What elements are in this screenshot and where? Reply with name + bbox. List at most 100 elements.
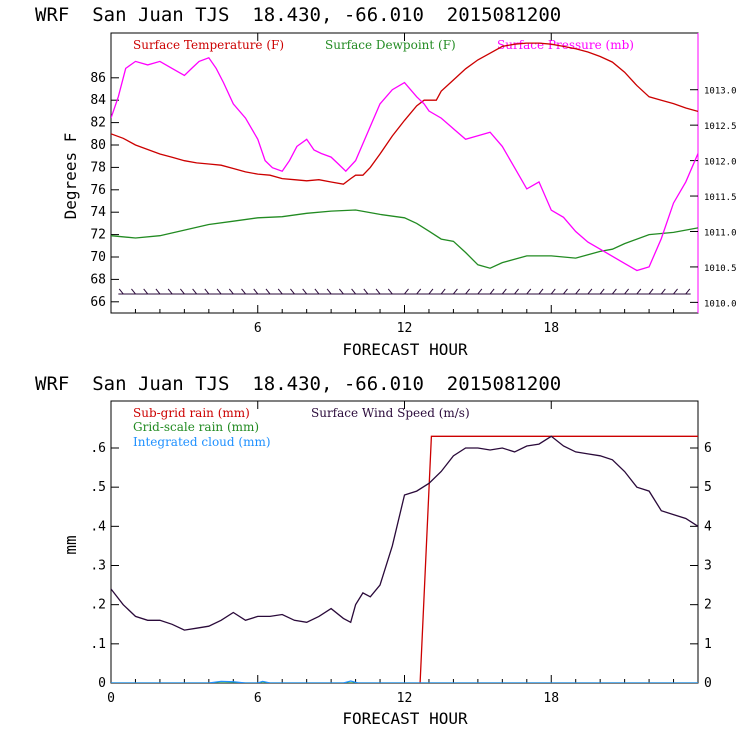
wind-barb	[636, 288, 642, 295]
x-tick-label: 12	[397, 321, 413, 336]
y2-tick-label: 4	[704, 519, 712, 534]
wind-barb	[118, 288, 124, 295]
y2-tick-label: 1013.0	[704, 87, 737, 97]
y2-tick-label: 1010.5	[704, 264, 737, 274]
wind-barb	[550, 288, 556, 295]
wind-barb	[575, 288, 581, 295]
legend-surface-temperature: Surface Temperature (F)	[133, 38, 284, 52]
y-tick-label: .1	[90, 637, 106, 652]
y2-tick-label: 3	[704, 559, 712, 574]
bottom-chart-title: WRF San Juan TJS 18.430, -66.010 2015081…	[35, 373, 561, 395]
wind-barb	[660, 288, 666, 295]
bottom-series-group	[111, 435, 698, 683]
wind-barb	[612, 288, 617, 295]
wind-barb	[465, 288, 471, 295]
wind-barb	[538, 288, 544, 295]
wind-barb	[514, 288, 519, 295]
wind-barb	[179, 288, 185, 295]
y-tick-label: 76	[90, 183, 106, 198]
legend-subgrid-rain: Sub-grid rain (mm)	[133, 406, 250, 420]
wind-barb	[363, 288, 369, 295]
bottom-left-axis-ticks: 0 .1 .2 .3 .4 .5 .6	[90, 441, 119, 691]
top-series-group	[111, 42, 698, 272]
y2-tick-label: 2	[704, 598, 712, 613]
wind-barb	[253, 288, 259, 295]
wind-barb	[387, 288, 393, 295]
wind-barb	[477, 288, 483, 295]
wind-barb	[489, 288, 495, 295]
wind-barb	[624, 288, 630, 295]
x-tick-label: 6	[254, 321, 262, 336]
wind-barb	[351, 288, 356, 295]
wind-barb	[428, 288, 434, 295]
wind-barb	[167, 288, 173, 295]
series-line-surface-temperature-f	[111, 42, 698, 185]
series-line-sub-grid-rain-mm	[419, 435, 698, 683]
y2-tick-label: 1	[704, 637, 712, 652]
wind-barb	[192, 288, 197, 295]
wind-barb	[685, 288, 691, 295]
legend-surface-wind-speed: Surface Wind Speed (m/s)	[311, 406, 470, 420]
y2-tick-label: 6	[704, 441, 712, 456]
legend-integrated-cloud: Integrated cloud (mm)	[133, 435, 271, 449]
wind-barb	[563, 288, 568, 295]
wind-barb	[587, 288, 593, 295]
wind-barb	[326, 288, 332, 295]
top-x-axis-label: FORECAST HOUR	[342, 340, 468, 359]
wind-barb	[155, 288, 161, 295]
top-x-axis-ticks: 6 12 18	[134, 33, 675, 336]
y2-tick-label: 5	[704, 480, 712, 495]
wind-barb	[526, 288, 532, 295]
wind-barb	[416, 288, 422, 295]
wind-barbs-row	[118, 288, 691, 295]
bottom-y-axis-label: mm	[61, 535, 80, 554]
y-tick-label: .4	[90, 519, 106, 534]
wind-barb	[375, 288, 381, 295]
y-tick-label: 78	[90, 160, 106, 175]
wind-barb	[314, 288, 320, 295]
legend-surface-pressure: Surface Pressure (mb)	[497, 38, 634, 52]
wind-barb	[302, 288, 308, 295]
y-tick-label: .2	[90, 598, 106, 613]
y-tick-label: 0	[98, 676, 106, 691]
y2-tick-label: 0	[704, 676, 712, 691]
y-tick-label: 86	[90, 71, 106, 86]
y-tick-label: 68	[90, 272, 106, 287]
wind-barb	[453, 288, 458, 295]
wind-barb	[216, 288, 222, 295]
wind-barb	[131, 288, 136, 295]
legend-gridscale-rain: Grid-scale rain (mm)	[133, 420, 259, 434]
y2-tick-label: 1011.5	[704, 193, 737, 203]
wind-barb	[440, 288, 446, 295]
x-tick-label: 12	[397, 691, 413, 706]
top-y-axis-label: Degrees F	[61, 133, 80, 220]
y-tick-label: .6	[90, 441, 106, 456]
top-chart-title: WRF San Juan TJS 18.430, -66.010 2015081…	[35, 4, 561, 26]
bottom-x-axis-label: FORECAST HOUR	[342, 709, 468, 728]
x-tick-label: 6	[254, 691, 262, 706]
top-plot-frame	[110, 32, 699, 314]
top-left-axis-ticks: 66 68 70 72 74 76 78 80 82 84 86	[90, 71, 119, 310]
wind-barb	[599, 288, 605, 295]
wind-barb	[143, 288, 149, 295]
y-tick-label: 84	[90, 93, 106, 108]
wind-barb	[338, 288, 344, 295]
y-tick-label: .5	[90, 480, 106, 495]
wind-barb	[265, 288, 271, 295]
wind-barb	[648, 288, 654, 295]
wind-barb	[290, 288, 295, 295]
bottom-x-axis-ticks: 0 6 12 18	[107, 401, 675, 706]
y-tick-label: 74	[90, 205, 106, 220]
x-tick-label: 18	[543, 321, 559, 336]
legend-surface-dewpoint: Surface Dewpoint (F)	[325, 38, 456, 52]
y2-tick-label: 1010.0	[704, 299, 737, 309]
x-tick-label: 18	[543, 691, 559, 706]
series-line-surface-pressure-mb	[111, 57, 698, 272]
wind-barb	[228, 288, 234, 295]
y2-tick-label: 1011.0	[704, 228, 737, 238]
x-tick-label: 0	[107, 691, 115, 706]
y-tick-label: 70	[90, 250, 106, 265]
wind-barb	[241, 288, 246, 295]
bottom-right-axis-ticks: 0 1 2 3 4 5 6	[690, 441, 712, 691]
